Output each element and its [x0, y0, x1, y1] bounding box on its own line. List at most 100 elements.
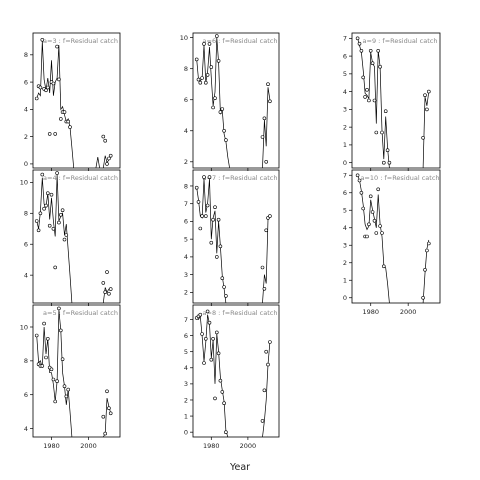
- y-tick-label: 10: [20, 323, 28, 331]
- data-point: [105, 270, 109, 274]
- data-point: [423, 93, 427, 97]
- data-point: [378, 64, 382, 69]
- series-line: [36, 310, 73, 437]
- data-point: [213, 205, 217, 209]
- y-tick-label: 2: [24, 133, 28, 141]
- y-tick-label: 0: [343, 159, 347, 167]
- y-tick-label: 4: [184, 253, 188, 261]
- data-point: [198, 226, 203, 231]
- data-point: [381, 160, 386, 165]
- data-point: [51, 81, 56, 86]
- data-point: [372, 219, 377, 223]
- y-tick-label: 2: [343, 259, 347, 267]
- y-tick-label: 8: [24, 51, 28, 59]
- y-tick-label: 7: [184, 200, 188, 208]
- data-point: [268, 99, 272, 104]
- data-point: [374, 130, 379, 135]
- data-point: [262, 286, 267, 291]
- data-point: [101, 281, 106, 285]
- data-point: [101, 414, 106, 419]
- panel-5: a=7 : f=Residual catch 2 3 4 5 6 7 8: [184, 169, 280, 306]
- x-tick-label: 1980: [43, 442, 60, 450]
- y-tick-label: 2: [184, 158, 188, 166]
- data-point: [34, 219, 39, 223]
- panel-frame: [192, 32, 280, 169]
- data-point: [60, 357, 65, 362]
- y-tick-label: 1: [343, 277, 347, 285]
- data-point: [107, 291, 111, 296]
- x-tick-label: 2000: [400, 308, 417, 316]
- data-point: [383, 109, 388, 113]
- data-point: [209, 65, 214, 69]
- data-point: [55, 44, 59, 49]
- data-point: [108, 411, 113, 416]
- series-line: [36, 174, 73, 303]
- data-point: [60, 208, 65, 212]
- data-point: [220, 390, 225, 394]
- data-point: [58, 213, 63, 217]
- panel-6: a=8 : f=Residual catch 0 1 2 3 4 5 6 7 1980 2000: [184, 304, 280, 450]
- y-tick-label: 4: [24, 425, 28, 433]
- data-point: [260, 265, 265, 270]
- data-point: [194, 57, 199, 62]
- y-tick-label: 3: [184, 380, 188, 388]
- data-point: [53, 399, 58, 404]
- data-point: [38, 211, 43, 216]
- data-point: [202, 175, 206, 179]
- data-point: [40, 37, 45, 42]
- data-point: [51, 227, 56, 231]
- data-point: [55, 379, 59, 384]
- data-point: [62, 384, 67, 389]
- y-tick-label: 8: [24, 210, 28, 218]
- data-point: [213, 396, 217, 401]
- data-point: [101, 134, 106, 139]
- y-tick-label: 4: [184, 127, 188, 135]
- data-point: [211, 336, 215, 341]
- series-line: [357, 38, 390, 168]
- panel-3: a=5 : f=Residual catch 4 6 8 10 1980 2000: [20, 304, 121, 450]
- data-point: [47, 223, 52, 228]
- panel-4: a=6 : f=Residual catch 2 4 6 8 10: [180, 32, 280, 171]
- data-point: [66, 387, 70, 392]
- panel-frame: [351, 169, 441, 304]
- data-point: [51, 377, 56, 382]
- data-point: [224, 430, 228, 435]
- series-line: [262, 87, 271, 168]
- y-tick-label: 10: [180, 34, 188, 42]
- data-point: [421, 136, 425, 140]
- data-point: [42, 321, 46, 326]
- data-point: [200, 76, 204, 80]
- data-point: [200, 332, 204, 336]
- panel-2: a=4 : f=Residual catch 4 6 8 10: [20, 169, 121, 306]
- x-tick-label: 2000: [80, 442, 97, 450]
- data-point: [355, 173, 360, 178]
- data-point: [105, 162, 109, 166]
- data-point: [44, 355, 48, 360]
- y-tick-label: 8: [24, 357, 28, 365]
- data-point: [359, 48, 364, 53]
- data-point: [45, 191, 50, 195]
- y-tick-label: 5: [343, 70, 347, 78]
- y-tick-label: 6: [24, 241, 28, 249]
- data-point: [378, 224, 382, 228]
- data-point: [361, 206, 366, 211]
- panel-7: a=9 : f=Residual catch 0 1 2 3 4 5 6 7: [343, 32, 441, 171]
- series-line: [357, 175, 390, 303]
- panel-frame: [32, 169, 121, 304]
- data-point: [196, 200, 201, 204]
- data-point: [264, 160, 269, 164]
- data-point: [264, 228, 269, 233]
- data-point: [202, 361, 206, 365]
- panel-label: a=5 : f=Residual catch: [43, 309, 118, 317]
- y-tick-label: 5: [184, 348, 188, 356]
- data-point: [224, 138, 228, 142]
- data-point: [381, 264, 386, 269]
- data-point: [376, 48, 381, 53]
- data-point: [372, 98, 377, 103]
- y-tick-label: 4: [343, 88, 347, 96]
- data-point: [426, 89, 431, 94]
- data-point: [387, 160, 392, 165]
- data-point: [216, 59, 221, 63]
- data-point: [209, 240, 214, 245]
